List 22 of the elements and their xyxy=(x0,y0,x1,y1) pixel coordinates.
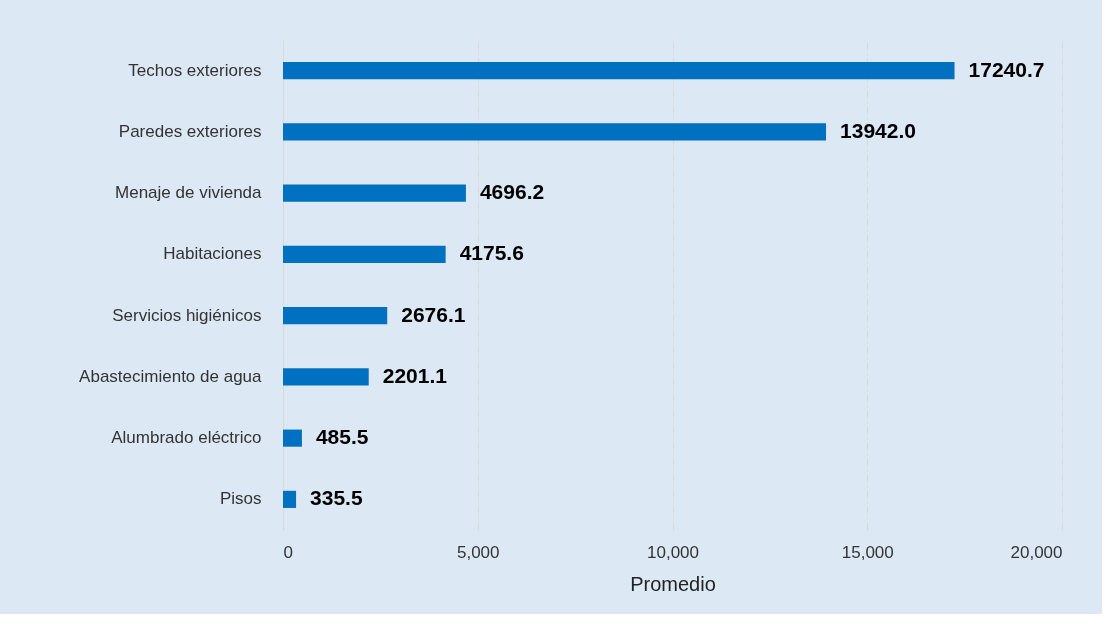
x-tick-label: 10,000 xyxy=(647,542,699,562)
x-tick-label: 15,000 xyxy=(841,542,894,562)
data-label: 485.5 xyxy=(315,425,369,449)
data-label: 2201.1 xyxy=(382,363,448,387)
y-tick-label: Pisos xyxy=(219,489,262,509)
x-axis-title: Promedio xyxy=(630,572,716,595)
y-tick-label: Servicios higiénicos xyxy=(112,305,262,325)
x-tick-label: 0 xyxy=(283,542,293,562)
x-tick-label: 5,000 xyxy=(456,542,500,562)
y-tick-label: Paredes exteriores xyxy=(118,121,262,141)
y-tick-label: Techos exteriores xyxy=(128,60,262,80)
y-tick-label: Abastecimiento de agua xyxy=(79,366,263,386)
x-tick-label: 20,000 xyxy=(1010,542,1063,562)
data-label: 335.5 xyxy=(310,486,363,510)
data-label: 17240.7 xyxy=(968,57,1045,81)
y-tick-label: Habitaciones xyxy=(163,244,262,264)
data-label: 2676.1 xyxy=(401,302,466,326)
data-label: 4696.2 xyxy=(479,180,545,204)
data-label: 13942.0 xyxy=(840,118,916,142)
y-tick-label: Alumbrado eléctrico xyxy=(111,428,262,448)
y-tick-label: Menaje de vivienda xyxy=(115,183,263,203)
data-label: 4175.6 xyxy=(459,241,524,265)
